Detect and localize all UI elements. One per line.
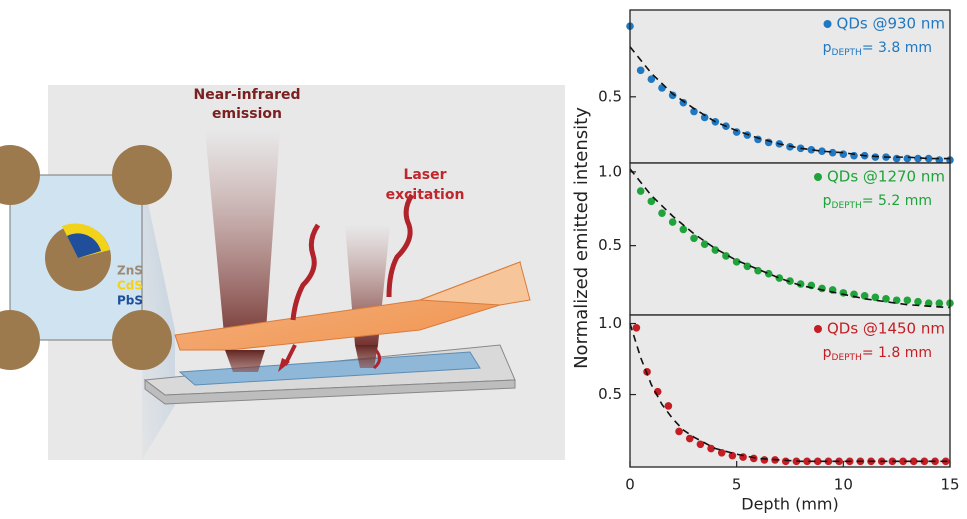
y-tick-label: 0.5 <box>598 236 622 254</box>
x-tick-label: 15 <box>940 476 959 494</box>
legend-label: QDs @1450 nm <box>827 320 945 338</box>
data-point <box>675 428 683 436</box>
data-point <box>686 435 694 443</box>
y-tick-label: 1.0 <box>598 314 622 332</box>
data-point <box>829 149 837 157</box>
annotation-subscript: DEPTH <box>832 201 862 211</box>
data-point <box>761 456 769 464</box>
plot-area <box>630 163 950 315</box>
data-point <box>904 296 912 304</box>
shell-label: PbS <box>117 294 143 308</box>
data-point <box>893 155 901 163</box>
illustration <box>0 85 565 460</box>
data-point <box>904 155 912 163</box>
figure: Near-infrared emission Laser excitation … <box>0 0 967 519</box>
y-tick-label: 1.0 <box>598 162 622 180</box>
annotation-symbol: p <box>823 193 832 209</box>
data-point <box>637 67 645 75</box>
data-point <box>936 299 944 307</box>
legend-label: QDs @1270 nm <box>827 168 945 186</box>
data-point <box>658 209 666 217</box>
qd <box>112 145 172 205</box>
plot-area <box>630 315 950 467</box>
shell-label: CdS <box>117 279 143 293</box>
y-tick-label: 0.5 <box>598 385 622 403</box>
annotation-subscript: DEPTH <box>832 353 862 363</box>
annotation-text: = 5.2 mm <box>862 193 932 209</box>
shell-label: ZnS <box>117 264 143 278</box>
qd <box>112 310 172 370</box>
x-tick-label: 10 <box>834 476 853 494</box>
legend-marker <box>814 325 822 333</box>
legend-marker <box>814 173 822 181</box>
data-point <box>840 150 848 158</box>
data-point <box>669 218 677 226</box>
annotation-subscript: DEPTH <box>832 48 862 58</box>
data-point <box>776 274 784 282</box>
laser-label: excitation <box>386 187 465 203</box>
data-point <box>818 285 826 293</box>
legend-label: QDs @930 nm <box>837 15 945 33</box>
data-point <box>701 240 709 248</box>
data-point <box>750 455 758 463</box>
emission-label: emission <box>212 106 282 122</box>
plot-area <box>630 10 950 163</box>
data-point <box>665 402 673 410</box>
data-point <box>850 152 858 160</box>
annotation-symbol: p <box>823 345 832 361</box>
data-point <box>782 458 790 466</box>
annotation-text: = 1.8 mm <box>862 345 932 361</box>
legend-marker <box>824 20 832 28</box>
emission-label: Near-infrared <box>193 87 300 103</box>
annotation-text: = 3.8 mm <box>862 40 932 56</box>
data-point <box>690 234 698 242</box>
data-point <box>637 187 645 195</box>
laser-label: Laser <box>403 167 446 183</box>
annotation-symbol: p <box>823 40 832 56</box>
x-tick-label: 0 <box>625 476 635 494</box>
y-tick-label: 0.5 <box>598 87 622 105</box>
data-point <box>914 298 922 306</box>
x-tick-label: 5 <box>732 476 742 494</box>
data-point <box>765 270 773 278</box>
figure-canvas: Near-infrared emission Laser excitation … <box>0 0 967 519</box>
data-point <box>633 324 641 332</box>
charts: 0.5QDs @930 nmpDEPTH= 3.8 mm0.51.0QDs @1… <box>571 10 960 514</box>
x-axis-label: Depth (mm) <box>741 495 838 514</box>
data-point <box>697 440 705 448</box>
data-point <box>680 226 688 234</box>
y-axis-label: Normalized emitted intensity <box>571 107 592 369</box>
